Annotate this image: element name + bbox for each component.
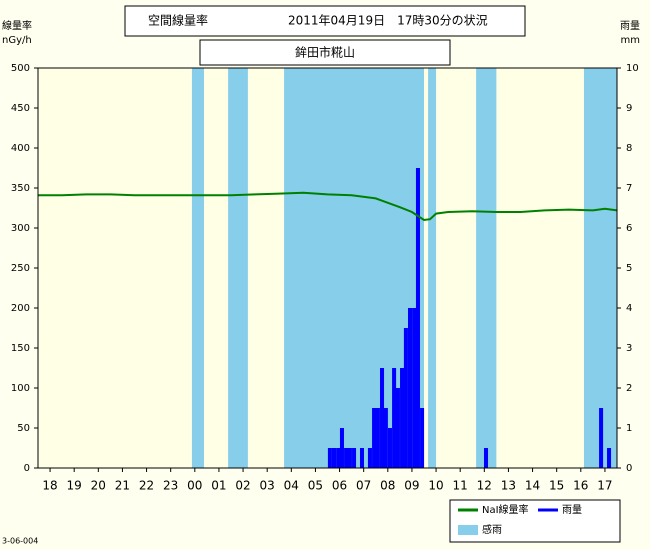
- rain-bar: [332, 448, 337, 468]
- x-tick-label: 20: [91, 479, 106, 493]
- rain-sense-span: [476, 68, 497, 468]
- y2-tick-label: 4: [626, 303, 632, 314]
- x-tick-label: 10: [428, 479, 443, 493]
- rain-bar: [400, 368, 405, 468]
- y-tick-label: 350: [11, 183, 30, 194]
- x-tick-label: 05: [308, 479, 323, 493]
- x-tick-label: 21: [115, 479, 130, 493]
- rain-bar: [375, 408, 380, 468]
- x-tick-label: 01: [211, 479, 226, 493]
- rain-bar: [483, 448, 489, 468]
- y-tick-label: 450: [11, 103, 30, 114]
- x-tick-label: 22: [139, 479, 154, 493]
- x-tick-label: 14: [525, 479, 540, 493]
- y2-tick-label: 10: [626, 63, 639, 74]
- y2-tick-label: 6: [626, 223, 632, 234]
- x-tick-label: 09: [404, 479, 419, 493]
- timestamp: 2011年04月19日 17時30分の状況: [288, 13, 488, 28]
- rain-bar: [395, 388, 400, 468]
- x-tick-label: 18: [42, 479, 57, 493]
- y-tick-label: 250: [11, 263, 30, 274]
- rain-bar: [387, 428, 392, 468]
- x-tick-label: 04: [284, 479, 299, 493]
- y2-tick-label: 3: [626, 343, 632, 354]
- y2-tick-label: 0: [626, 463, 632, 474]
- y2-tick-label: 9: [626, 103, 632, 114]
- y2-axis-unit: mm: [621, 35, 640, 46]
- chart-subtitle: 鉾田市糀山: [295, 45, 355, 60]
- rain-bar: [599, 408, 604, 468]
- x-tick-label: 08: [380, 479, 395, 493]
- dose-line: [38, 191, 618, 222]
- rain-sense-span: [228, 68, 248, 468]
- legend-swatch: [458, 525, 478, 535]
- rain-sense-span: [583, 68, 617, 468]
- title-box: [124, 5, 526, 37]
- y2-axis-label: 雨量: [620, 20, 640, 32]
- y2-tick-label: 8: [626, 143, 632, 154]
- y2-tick-label: 2: [626, 383, 632, 394]
- x-tick-label: 16: [573, 479, 588, 493]
- x-tick-label: 19: [67, 479, 82, 493]
- rain-bar: [420, 408, 425, 468]
- footnote: 3-06-004: [2, 537, 38, 546]
- x-tick-label: 00: [187, 479, 202, 493]
- y-tick-label: 100: [11, 383, 30, 394]
- y-tick-label: 500: [11, 63, 30, 74]
- rain-sense-span: [428, 68, 437, 468]
- rain-bar: [412, 308, 417, 468]
- rain-bar: [367, 448, 372, 468]
- y-tick-label: 150: [11, 343, 30, 354]
- legend-label: NaI線量率: [482, 503, 529, 516]
- y-axis-unit: nGy/h: [2, 35, 32, 46]
- legend-label: 感雨: [482, 523, 502, 536]
- x-tick-label: 12: [477, 479, 492, 493]
- x-tick-label: 02: [235, 479, 250, 493]
- rain-bar: [380, 368, 385, 468]
- y2-tick-label: 7: [626, 183, 632, 194]
- y-tick-label: 400: [11, 143, 30, 154]
- y2-tick-label: 1: [626, 423, 632, 434]
- y2-tick-label: 5: [626, 263, 632, 274]
- x-tick-label: 03: [260, 479, 275, 493]
- x-tick-label: 17: [597, 479, 612, 493]
- y-tick-label: 0: [24, 463, 30, 474]
- rain-bar: [607, 448, 612, 468]
- rain-bar: [344, 448, 349, 468]
- x-tick-label: 07: [356, 479, 371, 493]
- rain-bar: [415, 168, 420, 468]
- chart-title: 空間線量率: [148, 13, 208, 28]
- subtitle-box: [199, 39, 451, 66]
- rain-bar: [347, 448, 352, 468]
- rain-bar: [336, 448, 341, 468]
- rain-bar: [383, 408, 388, 468]
- legend-box: [449, 499, 621, 543]
- rain-sense-span: [191, 68, 204, 468]
- x-tick-label: 15: [549, 479, 564, 493]
- x-tick-label: 13: [501, 479, 516, 493]
- y-tick-label: 300: [11, 223, 30, 234]
- x-tick-label: 11: [453, 479, 468, 493]
- x-tick-label: 23: [163, 479, 178, 493]
- y-tick-label: 200: [11, 303, 30, 314]
- rain-bar: [403, 328, 408, 468]
- rain-bar: [359, 448, 365, 468]
- y-tick-label: 50: [17, 423, 30, 434]
- rain-bar: [339, 428, 344, 468]
- rain-bar: [372, 408, 377, 468]
- rain-bar: [327, 448, 332, 468]
- rain-bar: [392, 368, 397, 468]
- rain-bar: [407, 308, 413, 468]
- rain-bar: [352, 448, 357, 468]
- y-axis-label: 線量率: [2, 19, 32, 32]
- legend-label: 雨量: [562, 504, 582, 516]
- x-tick-label: 06: [332, 479, 347, 493]
